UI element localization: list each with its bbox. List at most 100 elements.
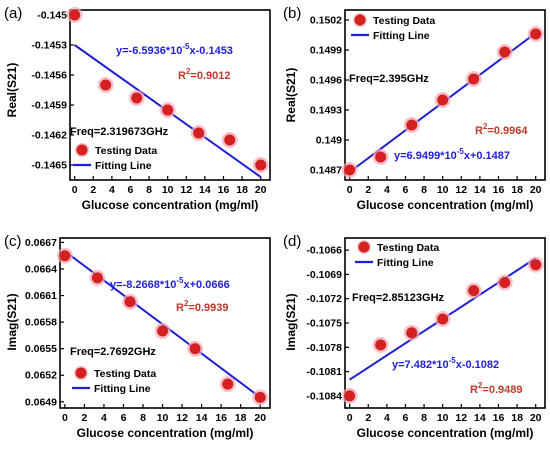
legend-label-fitting-line: Fitting Line xyxy=(94,383,151,395)
legend-label-fitting-line: Fitting Line xyxy=(373,30,430,42)
fit-equation-rest: x-0.1453 xyxy=(190,45,233,57)
r-squared-value: =0.9012 xyxy=(190,70,230,82)
x-tick-label: 16 xyxy=(215,412,227,424)
y-tick-label: 0.0661 xyxy=(25,290,57,302)
data-point xyxy=(91,272,103,284)
fit-equation-exponent: -5 xyxy=(457,147,465,156)
y-tick-label: -0.1462 xyxy=(31,130,67,142)
data-point xyxy=(157,325,169,337)
y-tick-label: -0.1069 xyxy=(306,269,342,281)
x-tick-label: 12 xyxy=(455,412,467,424)
data-point xyxy=(530,28,542,40)
y-tick-label: -0.1084 xyxy=(306,390,342,402)
y-tick-label: 0.1502 xyxy=(310,15,342,27)
fit-equation: y=-8.2668*10-5x+0.0666 xyxy=(110,276,230,291)
y-tick-label: -0.1453 xyxy=(31,40,67,52)
frequency-label: Freq=2.7692GHz xyxy=(70,346,156,358)
data-point xyxy=(468,73,480,85)
x-tick-label: 0 xyxy=(72,184,78,196)
x-tick-label: 12 xyxy=(180,184,192,196)
x-tick-label: 20 xyxy=(530,412,542,424)
r-squared-value: =0.9964 xyxy=(487,125,528,137)
x-tick-label: 18 xyxy=(511,184,523,196)
data-point xyxy=(224,134,236,146)
plot-frame xyxy=(69,9,271,181)
data-point xyxy=(344,164,356,176)
fit-equation-exponent: -5 xyxy=(449,356,457,365)
fit-equation-main: y=-8.2668*10 xyxy=(110,279,176,291)
data-point xyxy=(406,119,418,131)
fit-equation: y=6.9499*10-5x+0.1487 xyxy=(394,147,510,162)
y-tick-label: 0.1496 xyxy=(310,75,342,87)
r-squared-base: R xyxy=(475,125,483,137)
y-axis-label: Imag(S21) xyxy=(284,293,298,350)
y-axis-label: Imag(S21) xyxy=(5,293,19,350)
fit-equation-main: y=7.482*10 xyxy=(392,359,449,371)
y-tick-label: -0.145 xyxy=(37,10,67,22)
y-tick-label: 0.0652 xyxy=(25,370,57,382)
x-tick-label: 16 xyxy=(218,184,230,196)
r-squared-exponent: 2 xyxy=(478,381,483,390)
legend-marker xyxy=(76,144,88,156)
r-squared-base: R xyxy=(176,302,184,314)
x-tick-label: 12 xyxy=(455,184,467,196)
data-point xyxy=(59,250,71,262)
x-axis-label: Glucose concentration (mg/ml) xyxy=(357,426,534,440)
x-tick-label: 8 xyxy=(140,412,146,424)
x-axis-label: Glucose concentration (mg/ml) xyxy=(77,426,254,440)
data-point xyxy=(124,296,136,308)
x-tick-label: 16 xyxy=(493,412,505,424)
plot-frame xyxy=(344,9,546,181)
x-tick-label: 8 xyxy=(421,412,427,424)
legend-label-testing-data: Testing Data xyxy=(377,242,439,254)
y-tick-label: -0.1075 xyxy=(306,318,342,330)
x-tick-label: 14 xyxy=(474,184,486,196)
fit-equation-rest: x+0.0666 xyxy=(184,279,230,291)
x-axis-label: Glucose concentration (mg/ml) xyxy=(82,198,259,212)
x-tick-label: 14 xyxy=(196,412,208,424)
x-tick-label: 14 xyxy=(474,412,486,424)
r-squared: R2=0.9489 xyxy=(470,381,522,396)
x-axis-label: Glucose concentration (mg/ml) xyxy=(357,198,534,212)
data-point xyxy=(131,92,143,104)
fit-equation-rest: x-0.1082 xyxy=(456,359,499,371)
x-tick-label: 0 xyxy=(347,412,353,424)
r-squared: R2=0.9939 xyxy=(176,299,228,314)
r-squared: R2=0.9012 xyxy=(178,67,230,82)
y-tick-label: 0.0655 xyxy=(25,343,57,355)
y-tick-label: -0.1072 xyxy=(306,293,342,305)
plot-frame xyxy=(59,237,271,409)
x-tick-label: 2 xyxy=(365,412,371,424)
data-point xyxy=(437,313,449,325)
data-point xyxy=(162,104,174,116)
x-tick-label: 2 xyxy=(365,184,371,196)
frequency-label: Freq=2.319673GHz xyxy=(70,126,169,138)
y-tick-label: 0.0664 xyxy=(25,263,57,275)
x-tick-label: 0 xyxy=(62,412,68,424)
r-squared-exponent: 2 xyxy=(184,299,189,308)
data-point xyxy=(406,327,418,339)
x-tick-label: 2 xyxy=(90,184,96,196)
chart-panel-b: (b)0 2 4 6 8 10 12 14 16 18 200.15020.14990.14960.… xyxy=(283,5,546,212)
y-tick-label: 0.149 xyxy=(316,135,342,147)
legend-marker xyxy=(358,241,370,253)
fit-equation-exponent: -5 xyxy=(182,42,190,51)
x-tick-label: 14 xyxy=(199,184,211,196)
x-tick-label: 20 xyxy=(255,184,267,196)
data-point xyxy=(255,159,267,171)
data-point xyxy=(100,79,112,91)
legend-label-fitting-line: Fitting Line xyxy=(95,160,152,172)
x-tick-label: 10 xyxy=(437,184,449,196)
y-axis-label: Real(S21) xyxy=(284,68,298,123)
y-tick-label: 0.0658 xyxy=(25,317,57,329)
x-tick-label: 10 xyxy=(157,412,169,424)
y-tick-label: 0.1487 xyxy=(310,165,342,177)
y-tick-label: -0.1078 xyxy=(306,342,342,354)
chart-panel-a: (a)0 2 4 6 8 10 12 14 16 18 20-0.145-0.1453-0.1456… xyxy=(4,5,271,212)
x-tick-label: 4 xyxy=(101,412,107,424)
y-tick-label: -0.1456 xyxy=(31,70,67,82)
fit-equation-main: y=-6.5936*10 xyxy=(116,45,182,57)
x-tick-label: 18 xyxy=(236,184,248,196)
legend: Testing Data Fitting Line xyxy=(355,240,439,269)
